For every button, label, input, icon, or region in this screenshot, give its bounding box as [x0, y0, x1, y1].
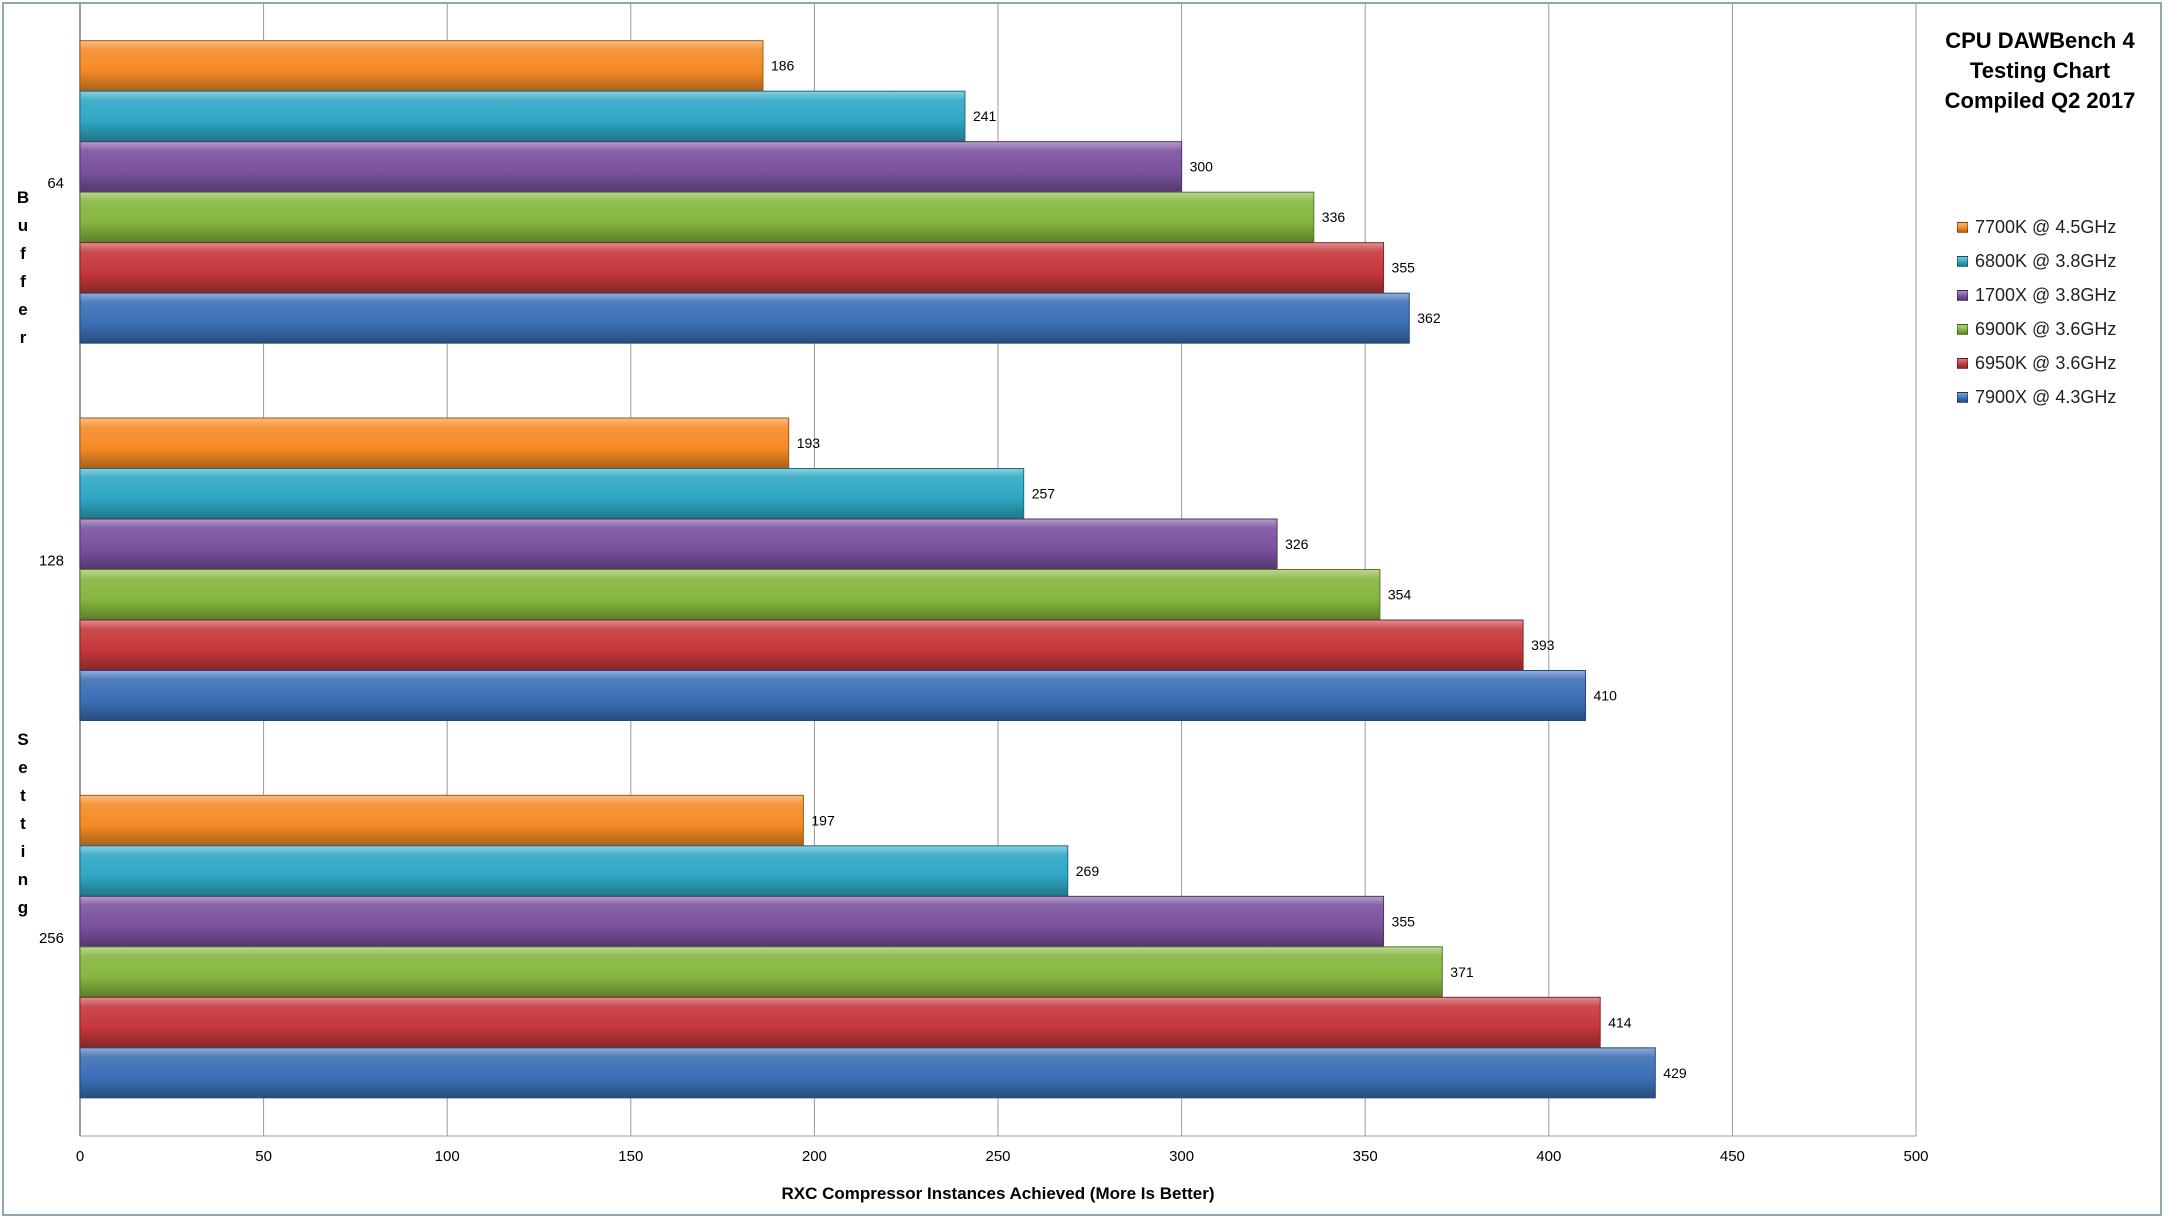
bar-value-label: 393 [1531, 637, 1555, 653]
x-tick-label: 0 [76, 1148, 84, 1165]
bar-value-label: 257 [1032, 486, 1056, 502]
bar [79, 292, 1410, 344]
legend-label: 7700K @ 4.5GHz [1975, 216, 2117, 237]
bar-value-label: 355 [1392, 913, 1416, 929]
x-tick-label: 200 [802, 1148, 827, 1165]
x-tick-label: 100 [435, 1148, 460, 1165]
x-tick-label: 350 [1353, 1148, 1378, 1165]
x-tick-label: 400 [1536, 1148, 1561, 1165]
bar-value-label: 197 [811, 812, 835, 828]
bar-value-label: 193 [797, 435, 821, 451]
bar [79, 40, 764, 92]
chart-title-line-3: Compiled Q2 2017 [1944, 88, 2136, 113]
x-tick-label: 250 [985, 1148, 1010, 1165]
category-label: 64 [47, 175, 64, 192]
bars [79, 40, 1656, 1099]
bar [79, 518, 1278, 570]
legend-swatch [1957, 221, 1968, 233]
legend-item: 1700X @ 3.8GHz [1957, 278, 2116, 312]
bar-value-label: 371 [1450, 964, 1474, 980]
category-labels: 64 128 256 [39, 175, 64, 947]
bar [79, 468, 1025, 519]
bar [79, 569, 1381, 620]
legend-swatch [1957, 323, 1968, 335]
legend-label: 7900X @ 4.3GHz [1975, 386, 2117, 407]
chart-title-line-2: Testing Chart [1969, 58, 2111, 83]
legend-swatch [1957, 391, 1968, 403]
bar [79, 90, 966, 142]
legend-swatch [1957, 255, 1968, 267]
x-tick-label: 300 [1169, 1148, 1194, 1165]
bar-value-label: 326 [1285, 536, 1309, 552]
bar [79, 895, 1385, 947]
bar [79, 141, 1183, 193]
x-tick-label: 450 [1720, 1148, 1745, 1165]
bar-value-label: 410 [1594, 688, 1618, 704]
bar-value-label: 241 [973, 108, 997, 124]
legend-item: 6900K @ 3.6GHz [1957, 312, 2116, 346]
legend-label: 6950K @ 3.6GHz [1975, 352, 2117, 373]
category-label: 128 [39, 553, 64, 570]
x-tick-labels: 0 50 100 150 200 250 300 350 400 450 500 [76, 1148, 1929, 1165]
bar-value-labels: 186 241 300 336 355 362 193 257 326 354 393 410 197 2… [771, 58, 1687, 1081]
bar-value-label: 429 [1663, 1065, 1687, 1081]
legend-label: 6900K @ 3.6GHz [1975, 318, 2117, 339]
x-tick-label: 150 [618, 1148, 643, 1165]
bar-value-label: 300 [1190, 159, 1214, 175]
chart-title: CPU DAWBench 4 Testing Chart Compiled Q2… [1920, 26, 2160, 116]
legend-label: 1700X @ 3.8GHz [1975, 284, 2117, 305]
bar-value-label: 336 [1322, 209, 1346, 225]
x-tick-label: 500 [1903, 1148, 1928, 1165]
bar [79, 996, 1601, 1048]
legend-item: 6950K @ 3.6GHz [1957, 346, 2116, 380]
category-label: 256 [39, 930, 64, 947]
bar [79, 619, 1524, 671]
bar [79, 1047, 1656, 1099]
legend-swatch [1957, 357, 1968, 369]
legend-swatch [1957, 289, 1968, 301]
legend-item: 7900X @ 4.3GHz [1957, 380, 2116, 414]
bar-value-label: 186 [771, 58, 795, 74]
bar-value-label: 354 [1388, 587, 1412, 603]
bar [79, 417, 790, 469]
bar [79, 670, 1587, 721]
bar-value-label: 355 [1392, 260, 1416, 276]
bar [79, 191, 1315, 243]
legend: 7700K @ 4.5GHz 6800K @ 3.8GHz 1700X @ 3.8G… [1957, 210, 2116, 414]
x-axis-title: RXC Compressor Instances Achieved (More … [782, 1184, 1215, 1203]
bar-value-label: 414 [1608, 1014, 1632, 1030]
legend-item: 6800K @ 3.8GHz [1957, 244, 2116, 278]
bar-value-label: 362 [1417, 310, 1441, 326]
bar [79, 845, 1069, 897]
bar [79, 242, 1385, 294]
legend-label: 6800K @ 3.8GHz [1975, 250, 2117, 271]
bar-value-label: 269 [1076, 863, 1100, 879]
legend-item: 7700K @ 4.5GHz [1957, 210, 2116, 244]
x-tick-label: 50 [255, 1148, 272, 1165]
chart-title-line-1: CPU DAWBench 4 [1945, 28, 2135, 53]
bar [79, 794, 804, 846]
bar [79, 946, 1443, 998]
